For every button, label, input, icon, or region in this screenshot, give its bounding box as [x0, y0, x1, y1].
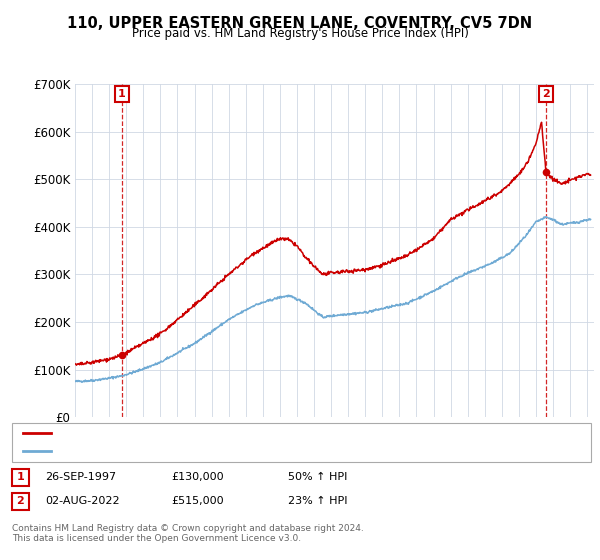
- Text: HPI: Average price, detached house, Coventry: HPI: Average price, detached house, Cove…: [57, 446, 298, 456]
- Text: 2: 2: [17, 496, 24, 506]
- Text: 1: 1: [118, 89, 126, 99]
- Text: 110, UPPER EASTERN GREEN LANE, COVENTRY, CV5 7DN: 110, UPPER EASTERN GREEN LANE, COVENTRY,…: [67, 16, 533, 31]
- Text: 50% ↑ HPI: 50% ↑ HPI: [288, 472, 347, 482]
- Text: 110, UPPER EASTERN GREEN LANE, COVENTRY, CV5 7DN (detached house): 110, UPPER EASTERN GREEN LANE, COVENTRY,…: [57, 428, 449, 438]
- Text: 02-AUG-2022: 02-AUG-2022: [45, 496, 119, 506]
- Text: 2: 2: [542, 89, 550, 99]
- Text: £515,000: £515,000: [171, 496, 224, 506]
- Text: 23% ↑ HPI: 23% ↑ HPI: [288, 496, 347, 506]
- Text: 26-SEP-1997: 26-SEP-1997: [45, 472, 116, 482]
- Text: 1: 1: [17, 472, 24, 482]
- Text: £130,000: £130,000: [171, 472, 224, 482]
- Text: Contains HM Land Registry data © Crown copyright and database right 2024.
This d: Contains HM Land Registry data © Crown c…: [12, 524, 364, 543]
- Text: Price paid vs. HM Land Registry's House Price Index (HPI): Price paid vs. HM Land Registry's House …: [131, 27, 469, 40]
